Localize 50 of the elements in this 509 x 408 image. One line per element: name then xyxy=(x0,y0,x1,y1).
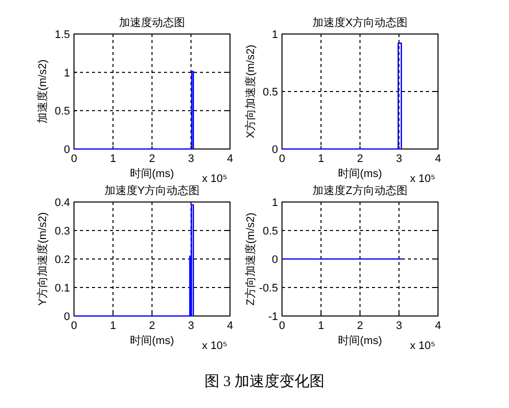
y-tick-label: 1 xyxy=(272,197,278,209)
y-tick-label: 0.2 xyxy=(54,254,70,266)
text: x 10⁵ xyxy=(202,173,228,185)
x-axis-title: 时间(ms) xyxy=(130,167,174,180)
x-tick-label: 4 xyxy=(434,153,442,165)
y-tick-label: 0 xyxy=(272,144,278,156)
y-tick-label: 0.1 xyxy=(54,282,70,294)
caption: 图 3 加速度变化图 xyxy=(204,373,324,390)
x-axis-title: 时间(ms) xyxy=(338,167,382,180)
y-tick-label: -1 xyxy=(268,311,278,323)
y-axis-title: Z方向加速度(m/s2) xyxy=(244,212,257,306)
y-tick-label: 0.5 xyxy=(262,226,278,238)
chart-title: 加速度Z方向动态图 xyxy=(312,184,408,197)
y-tick-label: 0.5 xyxy=(54,106,70,118)
x-tick-label: 1 xyxy=(110,153,116,165)
y-tick-label: 1 xyxy=(272,29,278,41)
x-tick-label: 3 xyxy=(396,320,402,332)
y-axis-title: X方向加速度(m/s2) xyxy=(244,44,257,138)
y-tick-label: 0.4 xyxy=(54,197,70,209)
text: x 10⁵ xyxy=(410,173,436,185)
chart-title: 加速度动态图 xyxy=(119,16,185,29)
y-tick-label: 0.3 xyxy=(54,226,70,238)
text: x 10⁵ xyxy=(202,340,228,352)
x-tick-label: 2 xyxy=(356,153,364,165)
y-axis-title: Y方向加速度(m/s2) xyxy=(36,212,49,306)
x-axis-title: 时间(ms) xyxy=(130,334,174,347)
x-axis-title: 时间(ms) xyxy=(338,334,382,347)
y-tick-label: 0 xyxy=(272,254,278,266)
x-tick-label: 4 xyxy=(434,320,442,332)
chart-title: 加速度X方向动态图 xyxy=(312,16,408,29)
x-tick-label: 2 xyxy=(148,153,156,165)
x-tick-label: 3 xyxy=(188,153,194,165)
x-tick-label: 3 xyxy=(396,153,402,165)
y-tick-label: 0 xyxy=(64,311,70,323)
x-tick-label: 3 xyxy=(188,320,194,332)
x-tick-label: 2 xyxy=(356,320,364,332)
y-tick-label: 1.5 xyxy=(54,29,70,41)
x-tick-label: 4 xyxy=(226,153,234,165)
y-tick-label: 0 xyxy=(64,144,70,156)
y-axis-title: 加速度(m/s2) xyxy=(36,59,49,124)
x-tick-label: 4 xyxy=(226,320,234,332)
x-tick-label: 1 xyxy=(318,153,324,165)
x-tick-label: 1 xyxy=(110,320,116,332)
x-tick-label: 2 xyxy=(148,320,156,332)
x-tick-label: 1 xyxy=(318,320,324,332)
text: x 10⁵ xyxy=(410,340,436,352)
y-tick-label: 0.5 xyxy=(262,86,278,98)
y-tick-label: 1 xyxy=(64,67,70,80)
y-tick-label: -0.5 xyxy=(259,282,278,294)
chart-title: 加速度Y方向动态图 xyxy=(104,184,200,197)
